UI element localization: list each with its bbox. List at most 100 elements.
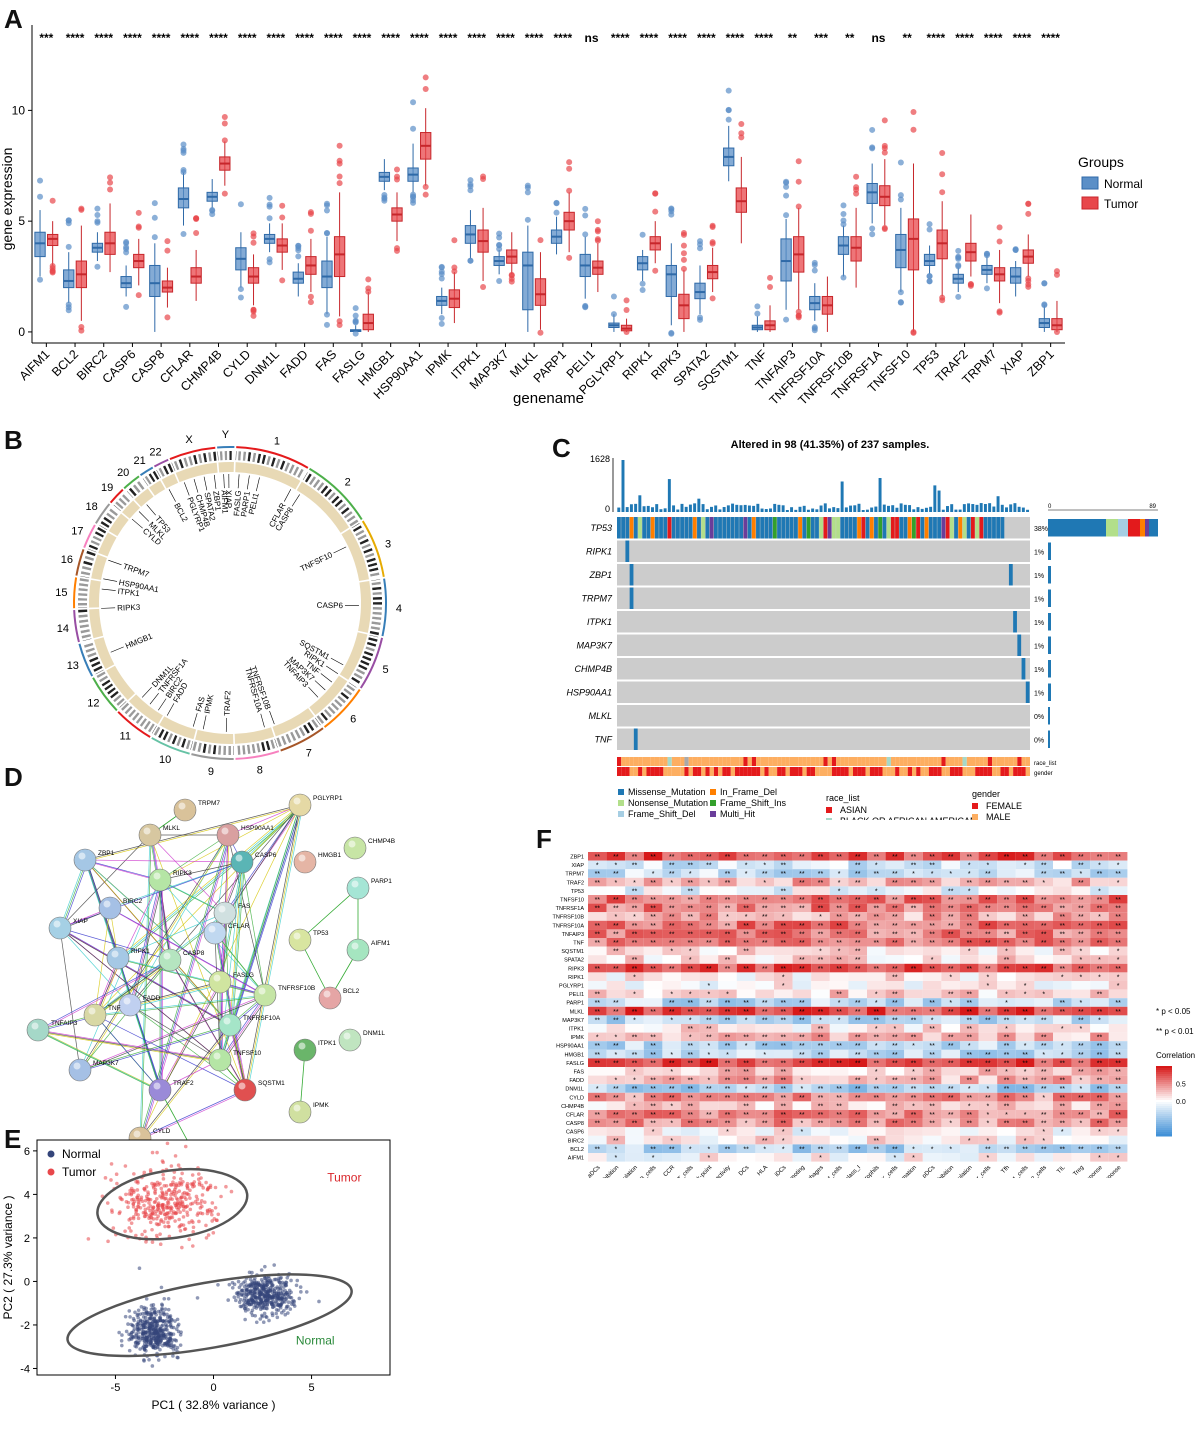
pca-point-tumor — [161, 1220, 166, 1224]
network-edge — [87, 862, 223, 985]
gender-annotation-cell — [992, 767, 997, 776]
heatmap-cell — [1090, 1118, 1109, 1128]
significance-mark: ** — [967, 1095, 973, 1102]
pca-point-normal — [150, 1322, 154, 1326]
mutation-cell — [916, 517, 921, 539]
pca-point-normal — [250, 1294, 254, 1298]
heatmap-cell — [681, 955, 700, 964]
significance-mark: ** — [874, 1017, 880, 1024]
gender-annotation-cell — [819, 767, 824, 776]
heatmap-cell — [625, 1075, 644, 1085]
heatmap-cell — [848, 1006, 867, 1016]
ideogram-band — [322, 487, 331, 496]
heatmap-cell — [941, 989, 960, 999]
ideogram-band — [139, 479, 147, 489]
gene-label: TRPM7 — [122, 562, 151, 580]
box-normal — [866, 182, 878, 204]
network-edge — [84, 859, 243, 863]
significance-mark: ** — [818, 940, 824, 947]
significance-mark: * — [689, 871, 692, 878]
heatmap-cell — [662, 1135, 681, 1145]
box-outlier — [566, 159, 573, 166]
ideogram-band — [178, 459, 184, 469]
race-annotation-cell — [874, 757, 879, 766]
significance-mark: ** — [595, 906, 601, 913]
significance-mark: ** — [595, 923, 601, 930]
race-annotation-cell — [920, 757, 925, 766]
pca-point-tumor — [195, 1213, 200, 1217]
ideogram-band — [152, 470, 160, 480]
significance-mark: ** — [688, 914, 694, 921]
gender-annotation-cell — [971, 767, 976, 776]
heatmap-cell — [736, 1024, 756, 1033]
heatmap-cell — [792, 998, 812, 1007]
significance-mark: ** — [725, 1009, 731, 1016]
significance-mark: ** — [743, 923, 749, 930]
significance-mark: ** — [1022, 1095, 1028, 1102]
significance-mark: * — [1080, 957, 1083, 964]
x-tick-label: 5 — [308, 1382, 314, 1394]
box-outlier — [336, 173, 343, 180]
box-outlier — [365, 276, 372, 283]
network-node-label: MLKL — [163, 825, 180, 832]
ideogram-band — [332, 497, 342, 506]
network-node — [293, 1038, 317, 1062]
box-outlier — [869, 231, 876, 238]
box-outlier — [237, 294, 244, 301]
gender-annotation-cell — [890, 767, 896, 776]
heatmap-cell — [606, 998, 626, 1007]
ideogram-band — [80, 573, 90, 578]
gene-tick — [149, 693, 159, 705]
ideogram-band — [171, 735, 178, 745]
ideogram-band — [108, 689, 118, 697]
ideogram-border — [95, 669, 104, 675]
heatmap-cell — [699, 912, 719, 921]
box-outlier — [94, 205, 101, 212]
gene-label: AIFM1 — [219, 490, 229, 515]
box-outlier — [221, 137, 228, 144]
significance-mark: ** — [967, 966, 973, 973]
heatmap-cell — [718, 1092, 737, 1102]
significance-mark: ** — [818, 1103, 824, 1110]
ideogram-track — [309, 675, 348, 716]
significance-mark: ** — [855, 966, 861, 973]
ideogram-band — [78, 609, 88, 613]
ideogram-band — [200, 743, 205, 753]
heatmap-cell — [904, 1032, 923, 1042]
ideogram-band — [270, 739, 276, 749]
ideogram-band — [79, 578, 89, 582]
pca-point-normal — [126, 1322, 130, 1326]
significance-mark: ** — [1097, 871, 1103, 878]
network-edge — [39, 1030, 162, 1092]
heatmap-cell — [792, 1127, 812, 1136]
significance-mark: ** — [781, 1103, 787, 1110]
heatmap-cell — [1053, 1084, 1072, 1093]
heatmap-cell — [699, 1049, 719, 1059]
pca-point-tumor — [177, 1217, 181, 1222]
ideogram-band — [355, 668, 366, 675]
pca-point-tumor — [189, 1202, 193, 1206]
race-annotation-cell — [869, 757, 875, 766]
gene-tick — [333, 546, 347, 554]
ideogram-band — [326, 490, 335, 499]
panel-label-d: D — [4, 762, 23, 792]
pca-point-tumor — [126, 1205, 130, 1210]
pca-point-normal — [131, 1329, 136, 1334]
gender-annotation-cell — [1013, 767, 1018, 776]
ideogram-band — [309, 720, 317, 730]
gene-tick — [314, 680, 326, 691]
heatmap-cell — [643, 920, 663, 930]
significance-mark: ** — [650, 906, 656, 913]
pca-point-tumor — [136, 1202, 141, 1206]
ideogram-band — [133, 713, 142, 723]
significance-mark: * — [801, 1078, 804, 1085]
y-tick-label: 5 — [18, 214, 25, 228]
race-annotation-cell — [646, 757, 651, 766]
heatmap-cell — [755, 1006, 774, 1016]
network-edge — [159, 879, 226, 914]
significance-mark: ** — [1115, 923, 1121, 930]
significance-mark: ** — [985, 1069, 991, 1076]
side-bar-segment — [1145, 519, 1149, 537]
mutation-legend-swatch — [710, 811, 716, 817]
heatmap-cell — [774, 1144, 793, 1153]
